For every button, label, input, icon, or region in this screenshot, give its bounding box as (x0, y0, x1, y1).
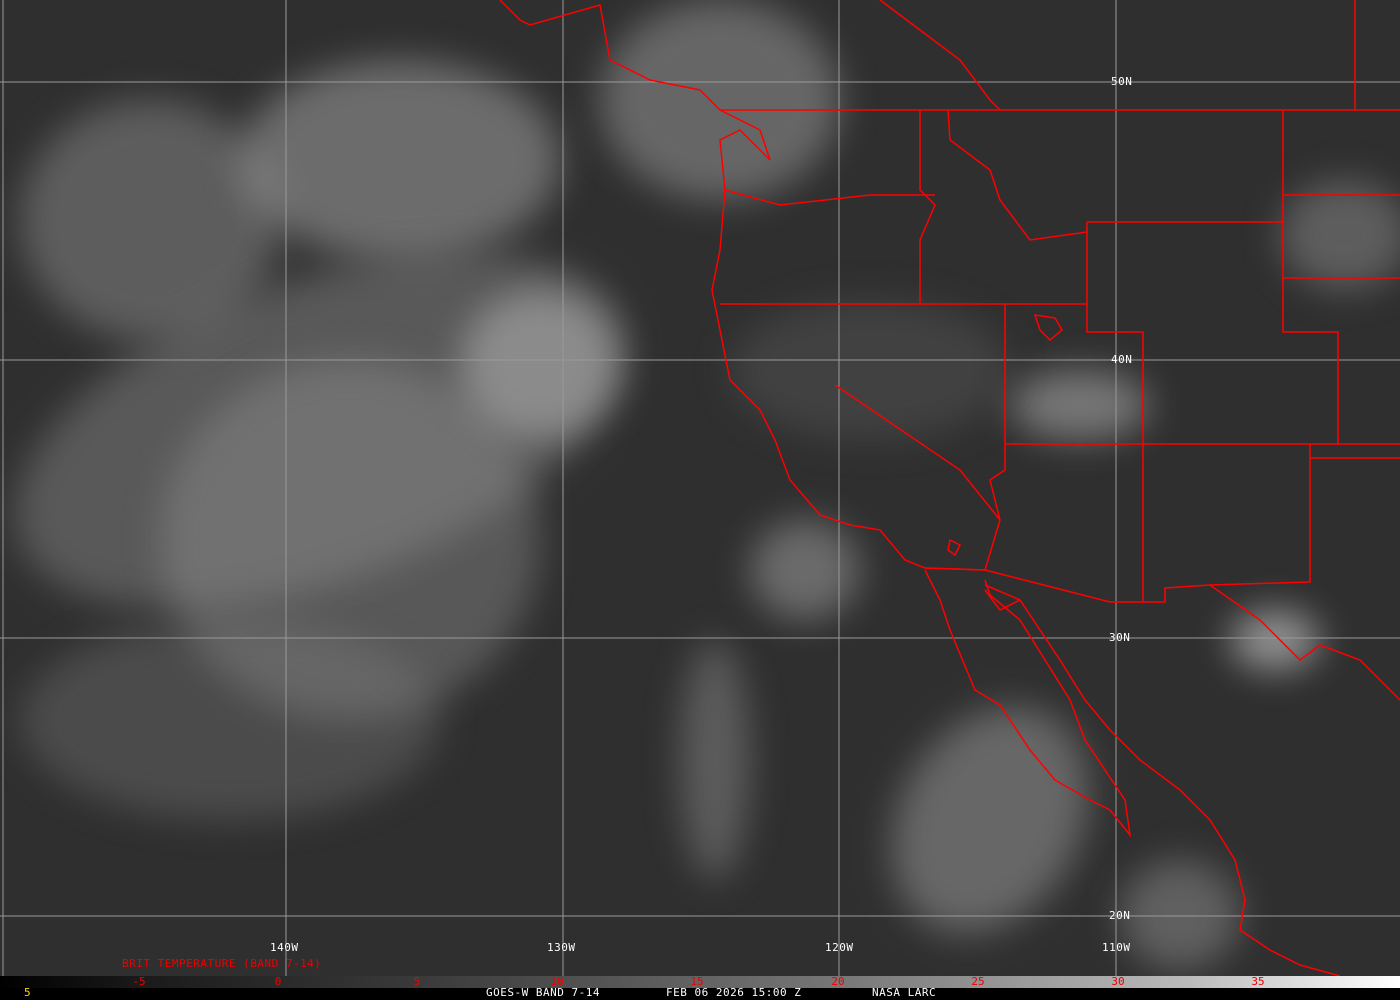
border-ca-diagonal (834, 384, 1001, 521)
footer-left-value: 5 (24, 986, 32, 999)
political-borders (499, 0, 1400, 976)
temperature-color-scale (0, 976, 1400, 988)
border-id-mt (947, 109, 1088, 241)
coastline-gulf-california-east (984, 589, 1021, 611)
footer-source: NASA LARC (872, 986, 937, 999)
graticule (0, 0, 1400, 976)
coastline-mexico-mainland (984, 584, 1341, 976)
footer-datetime: FEB 06 2026 15:00 Z (666, 986, 802, 999)
border-us-mexico (924, 567, 1400, 701)
great-salt-lake (1033, 314, 1063, 342)
coastline-baja-west (924, 569, 1132, 838)
scale-tick: 25 (971, 975, 985, 988)
scale-tick: 10 (550, 975, 564, 988)
border-canada-provinces (879, 0, 1001, 111)
border-wy-co (1086, 222, 1144, 602)
scale-tick: 30 (1111, 975, 1125, 988)
lat-label-50n: 50N (1111, 75, 1133, 88)
border-nm-tx-south (1209, 458, 1311, 586)
scale-tick: 5 (413, 975, 421, 988)
salton-sea (947, 538, 962, 557)
border-wa-id (919, 110, 936, 304)
satellite-image: 50N 40N 30N 20N 140W 130W 120W 110W (0, 0, 1400, 976)
scale-tick: 20 (831, 975, 845, 988)
lon-label-130w: 130W (547, 941, 576, 954)
lat-label-30n: 30N (1109, 631, 1131, 644)
border-wa-or (724, 189, 935, 206)
scale-tick: -5 (132, 975, 146, 988)
border-ne (1282, 222, 1339, 444)
scale-tick: 0 (274, 975, 282, 988)
lon-label-110w: 110W (1102, 941, 1131, 954)
coastline-pacific (499, 0, 986, 571)
footer-bar (0, 988, 1400, 1000)
map-overlay (0, 0, 1400, 976)
legend-title: BRIT TEMPERATURE (BAND 7-14) (122, 957, 322, 970)
border-ca-nv (984, 304, 1006, 571)
scale-tick: 15 (690, 975, 704, 988)
border-nm-tx (1309, 444, 1400, 459)
lat-label-20n: 20N (1109, 909, 1131, 922)
lat-label-40n: 40N (1111, 353, 1133, 366)
footer-satellite: GOES-W BAND 7-14 (486, 986, 600, 999)
lon-label-120w: 120W (825, 941, 854, 954)
scale-tick: 35 (1251, 975, 1265, 988)
lon-label-140w: 140W (270, 941, 299, 954)
